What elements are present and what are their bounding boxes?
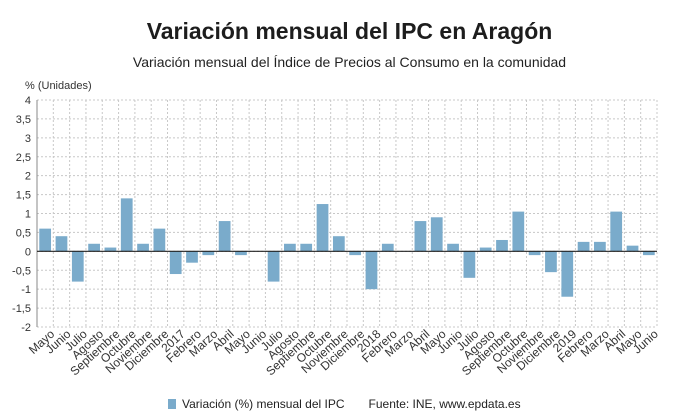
bar (88, 243, 100, 252)
bar (577, 241, 590, 252)
bar (430, 217, 443, 252)
bars (39, 198, 655, 297)
bar (218, 221, 231, 252)
bar (267, 251, 280, 282)
y-tick-label: 0,5 (16, 227, 31, 239)
y-axis-label: % (Unidades) (25, 80, 92, 92)
bar (316, 204, 329, 252)
legend-swatch (168, 399, 176, 409)
bar (284, 243, 296, 252)
source-text: Fuente: INE, www.epdata.es (368, 397, 521, 411)
bar (561, 251, 574, 297)
y-tick-label: 3,5 (16, 114, 31, 126)
bar (120, 198, 133, 252)
bar (626, 245, 639, 252)
y-tick-label: 0 (25, 246, 31, 258)
bar (479, 247, 492, 252)
bar (186, 251, 198, 263)
bar (545, 251, 557, 273)
bar (39, 228, 52, 252)
y-tick-label: -2 (21, 322, 31, 334)
bar (153, 228, 166, 252)
bar (104, 247, 117, 252)
legend-label: Variación (%) mensual del IPC (182, 397, 345, 411)
legend: Variación (%) mensual del IPC Fuente: IN… (168, 397, 521, 411)
y-tick-label: -1,5 (12, 303, 31, 315)
chart-title: Variación mensual del IPC en Aragón (146, 18, 553, 44)
bar (235, 251, 247, 256)
bar (365, 251, 378, 290)
bar (381, 243, 394, 252)
bar (528, 251, 541, 256)
y-tick-label: -0,5 (12, 265, 31, 277)
y-tick-label: 1,5 (16, 190, 31, 202)
bar (447, 243, 459, 252)
bar (349, 251, 362, 256)
bar (169, 251, 182, 275)
bar (414, 221, 427, 252)
y-tick-label: 3 (25, 133, 31, 145)
bar (642, 251, 655, 256)
bar (71, 251, 84, 282)
bar (594, 241, 606, 252)
bar (496, 239, 508, 252)
bar (300, 243, 313, 252)
bar (332, 236, 345, 252)
bar (137, 243, 149, 252)
chart-subtitle: Variación mensual del Índice de Precios … (132, 54, 567, 70)
bar (202, 251, 215, 256)
y-tick-label: -1 (21, 284, 31, 296)
bar (463, 251, 476, 278)
y-tick-label: 4 (25, 95, 31, 107)
y-tick-label: 1 (25, 209, 31, 221)
bar (55, 236, 68, 252)
bar (610, 211, 623, 252)
y-tick-label: 2 (25, 171, 31, 183)
bar (512, 211, 525, 252)
y-tick-label: 2,5 (16, 152, 31, 164)
